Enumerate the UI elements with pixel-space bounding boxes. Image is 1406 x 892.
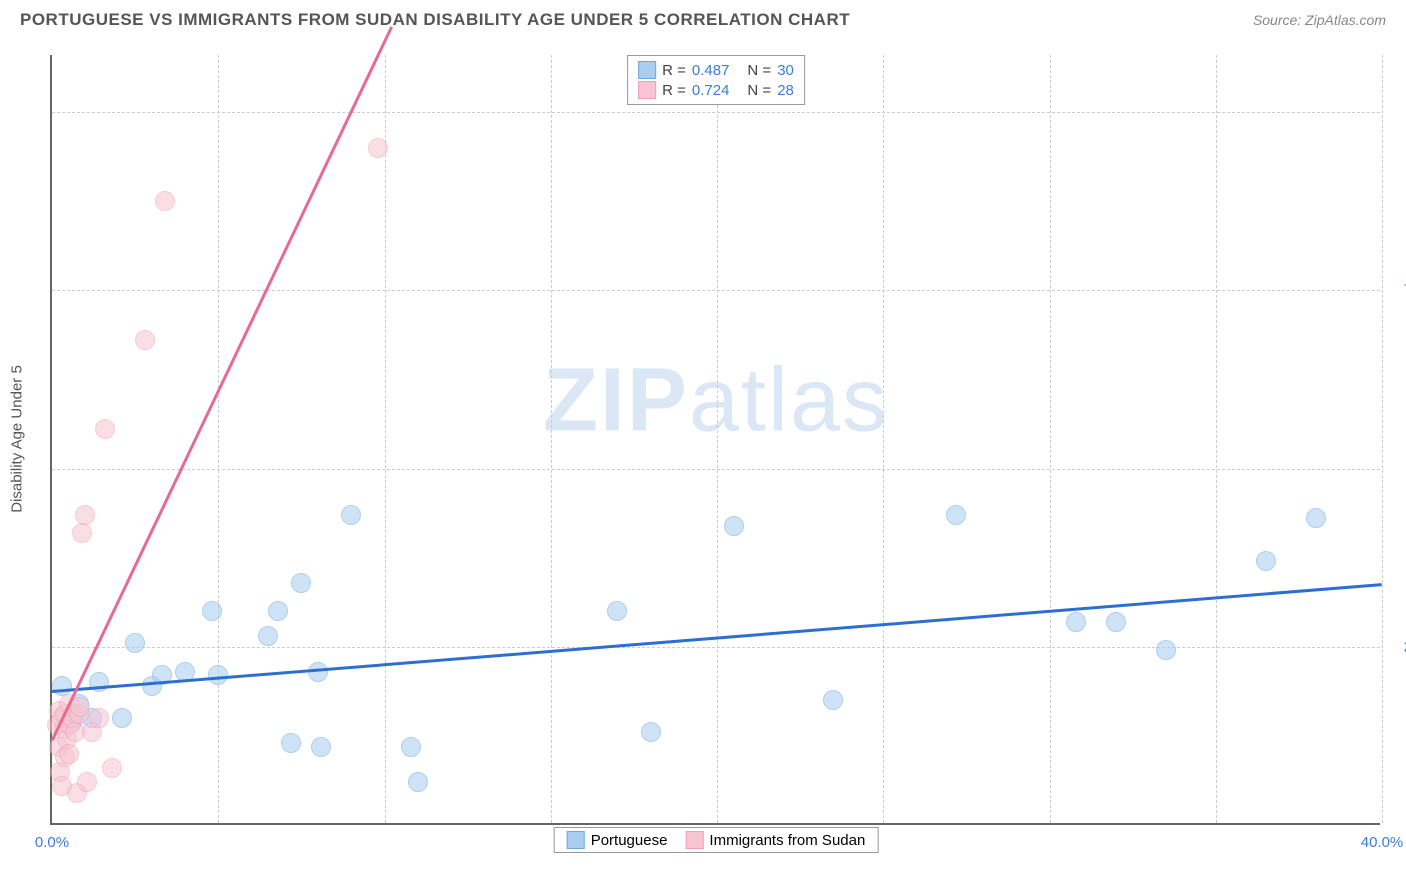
r-value: 0.487 <box>692 62 730 79</box>
data-point <box>607 601 627 621</box>
data-point <box>641 722 661 742</box>
grid-h <box>52 290 1380 291</box>
legend-label: Portuguese <box>591 832 668 849</box>
grid-h <box>52 647 1380 648</box>
chart-title: PORTUGUESE VS IMMIGRANTS FROM SUDAN DISA… <box>20 10 850 30</box>
data-point <box>72 523 92 543</box>
grid-v <box>1216 55 1217 823</box>
legend-swatch <box>638 81 656 99</box>
n-value: 30 <box>777 62 794 79</box>
legend-series: Portuguese Immigrants from Sudan <box>554 827 879 853</box>
data-point <box>258 626 278 646</box>
source-attribution: Source: ZipAtlas.com <box>1253 12 1386 28</box>
data-point <box>112 708 132 728</box>
legend-series-item: Portuguese <box>567 831 668 849</box>
data-point <box>311 737 331 757</box>
n-label: N = <box>747 62 771 79</box>
grid-h <box>52 112 1380 113</box>
data-point <box>401 737 421 757</box>
x-tick-label: 0.0% <box>35 834 69 851</box>
data-point <box>268 601 288 621</box>
data-point <box>89 672 109 692</box>
chart-plot-area: ZIPatlas Disability Age Under 5 2.5%7.5%… <box>50 55 1380 825</box>
trend-line <box>51 27 392 741</box>
data-point <box>291 573 311 593</box>
legend-series-item: Immigrants from Sudan <box>685 831 865 849</box>
data-point <box>946 505 966 525</box>
data-point <box>1066 612 1086 632</box>
data-point <box>823 690 843 710</box>
legend-stat-row: R = 0.487 N = 30 <box>638 60 794 80</box>
data-point <box>59 744 79 764</box>
data-point <box>125 633 145 653</box>
data-point <box>368 138 388 158</box>
legend-stat-row: R = 0.724 N = 28 <box>638 80 794 100</box>
legend-swatch <box>638 61 656 79</box>
data-point <box>1256 551 1276 571</box>
r-value: 0.724 <box>692 82 730 99</box>
legend-swatch <box>685 831 703 849</box>
data-point <box>155 191 175 211</box>
watermark: ZIPatlas <box>543 349 889 452</box>
legend-swatch <box>567 831 585 849</box>
x-tick-label: 40.0% <box>1361 834 1404 851</box>
grid-v <box>218 55 219 823</box>
n-label: N = <box>747 82 771 99</box>
data-point <box>75 505 95 525</box>
grid-v <box>551 55 552 823</box>
legend-label: Immigrants from Sudan <box>709 832 865 849</box>
data-point <box>70 697 90 717</box>
data-point <box>408 772 428 792</box>
data-point <box>202 601 222 621</box>
grid-v <box>1382 55 1383 823</box>
data-point <box>102 758 122 778</box>
data-point <box>1106 612 1126 632</box>
grid-v <box>385 55 386 823</box>
data-point <box>95 419 115 439</box>
data-point <box>281 733 301 753</box>
n-value: 28 <box>777 82 794 99</box>
data-point <box>135 330 155 350</box>
r-label: R = <box>662 82 686 99</box>
grid-v <box>1050 55 1051 823</box>
data-point <box>1306 508 1326 528</box>
data-point <box>89 708 109 728</box>
legend-stats: R = 0.487 N = 30 R = 0.724 N = 28 <box>627 55 805 105</box>
grid-h <box>52 469 1380 470</box>
header: PORTUGUESE VS IMMIGRANTS FROM SUDAN DISA… <box>0 0 1406 35</box>
watermark-light: atlas <box>689 350 889 450</box>
data-point <box>77 772 97 792</box>
r-label: R = <box>662 62 686 79</box>
watermark-bold: ZIP <box>543 350 689 450</box>
data-point <box>308 662 328 682</box>
data-point <box>1156 640 1176 660</box>
grid-v <box>717 55 718 823</box>
y-axis-title: Disability Age Under 5 <box>9 365 26 513</box>
data-point <box>724 516 744 536</box>
data-point <box>341 505 361 525</box>
grid-v <box>883 55 884 823</box>
